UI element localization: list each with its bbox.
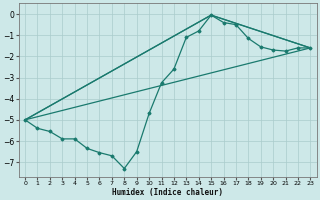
X-axis label: Humidex (Indice chaleur): Humidex (Indice chaleur) bbox=[112, 188, 223, 197]
